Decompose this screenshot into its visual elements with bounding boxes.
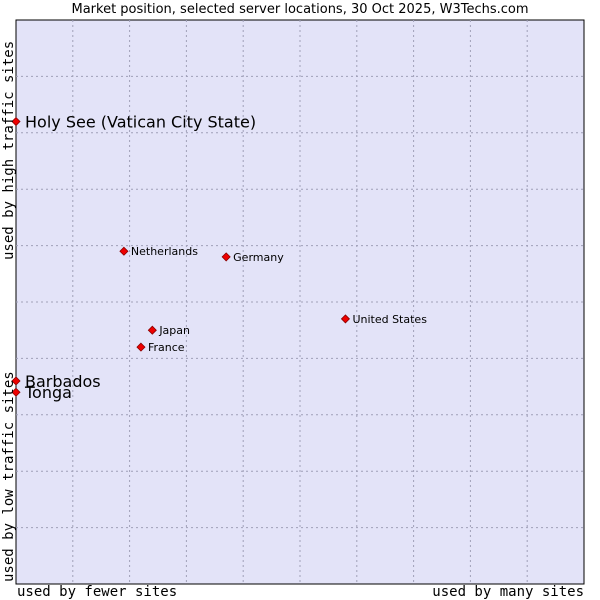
x-axis-label-high: used by many sites	[432, 584, 584, 600]
grid-lines	[16, 20, 584, 584]
chart-title: Market position, selected server locatio…	[71, 2, 529, 17]
point-germany	[221, 252, 231, 262]
data-points: Holy See (Vatican City State) Netherlands…	[11, 113, 427, 402]
label-france: France	[148, 341, 185, 354]
point-japan	[147, 325, 157, 335]
label-germany: Germany	[233, 251, 284, 264]
point-barbados	[11, 376, 21, 386]
label-netherlands: Netherlands	[131, 245, 198, 258]
label-japan: Japan	[158, 324, 190, 337]
y-axis-label-high: used by high traffic sites	[1, 40, 17, 260]
point-france	[136, 342, 146, 352]
point-tonga	[11, 387, 21, 397]
point-holy-see-vatican-city-state	[11, 116, 21, 127]
label-tonga: Tonga	[24, 383, 72, 402]
label-barbados: Barbados	[25, 372, 101, 391]
label-holy-see-vatican-city-state: Holy See (Vatican City State)	[25, 113, 256, 132]
y-axis-label-low: used by low traffic sites	[1, 371, 17, 582]
label-united-states: United States	[352, 313, 427, 326]
point-netherlands	[119, 246, 129, 256]
point-united-states	[340, 314, 351, 324]
x-axis-label-low: used by fewer sites	[17, 584, 178, 600]
